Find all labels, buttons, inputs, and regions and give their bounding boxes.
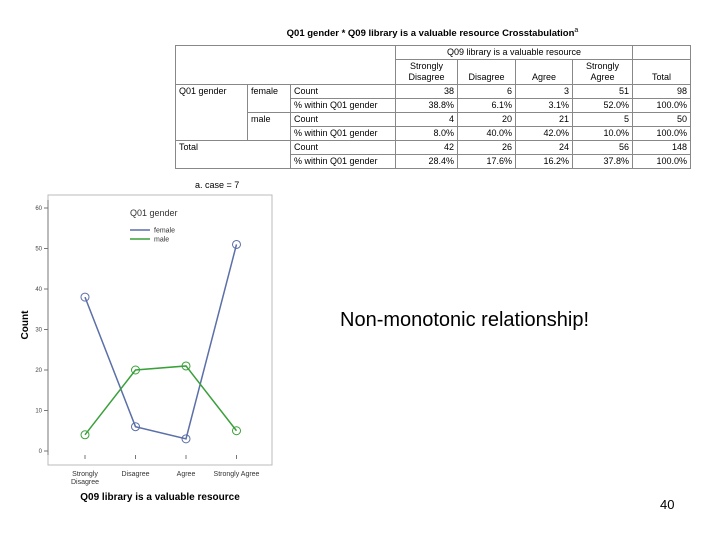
x-tick-label: Agree bbox=[176, 471, 196, 478]
y-axis-label: Count bbox=[20, 310, 31, 340]
crosstab: Q09 library is a valuable resource Strong… bbox=[174, 45, 692, 169]
column-header: Strongly Disagree bbox=[395, 59, 459, 85]
point bbox=[80, 292, 90, 302]
table-row: % within Q01 gender 8.0% 40.0% 42.0% 10.0% 10… bbox=[176, 126, 692, 141]
point bbox=[232, 239, 241, 249]
table-row: % within Q01 gender 28.4% 17.6% 16.2% 37.8% 1… bbox=[176, 154, 692, 169]
y-tick-label: 50 bbox=[35, 247, 42, 253]
point bbox=[181, 434, 191, 444]
x-axis-label: Q09 library is a valuable resource bbox=[80, 492, 240, 503]
point bbox=[131, 365, 140, 375]
point bbox=[80, 430, 90, 440]
row-header: Q01 gender bbox=[175, 84, 248, 141]
title-text: Q01 gender * Q09 library is a valuable r… bbox=[286, 28, 575, 40]
series-line bbox=[84, 365, 238, 436]
table-row: Total Count 42 26 24 56 148 bbox=[175, 140, 692, 169]
y-tick-label: 30 bbox=[35, 328, 42, 334]
point bbox=[232, 426, 241, 436]
row-label: Total bbox=[175, 140, 291, 169]
legend-label: female bbox=[154, 228, 175, 235]
table-row: Q09 library is a valuable resource bbox=[174, 45, 692, 85]
table-row: Strongly Disagree Disagree Agree Strongly A… bbox=[176, 59, 692, 85]
y-tick-label: 40 bbox=[35, 287, 42, 293]
table-row: % within Q01 gender 38.8% 6.1% 3.1% 52.0% 100… bbox=[176, 98, 692, 113]
corner-cell bbox=[174, 45, 397, 85]
legend-title: Q01 gender bbox=[130, 208, 178, 218]
point bbox=[181, 361, 191, 371]
measure: % within Q01 gender bbox=[289, 154, 397, 169]
legend-label: male bbox=[154, 237, 169, 244]
y-tick-label: 0 bbox=[39, 449, 43, 455]
y-tick-label: 10 bbox=[35, 409, 42, 415]
value-cell: 28.4% bbox=[395, 154, 459, 169]
footnote: a. case = 7 bbox=[195, 180, 240, 190]
column-header: Disagree bbox=[457, 59, 517, 85]
value-cell: 100.0% bbox=[632, 154, 692, 169]
table-row: male Count 4 20 21 5 50 bbox=[176, 112, 692, 141]
point bbox=[131, 422, 140, 432]
y-tick-label: 60 bbox=[35, 206, 42, 212]
note: Non-monotonic relationship! bbox=[340, 309, 590, 331]
x-tick-label: Disagree bbox=[121, 471, 150, 478]
table-title: Q01 gender * Q09 library is a valuable r… bbox=[175, 27, 690, 39]
series-line bbox=[84, 244, 238, 440]
chart-frame bbox=[47, 194, 273, 466]
x-tick-label: Strongly Disagree bbox=[70, 471, 99, 486]
y-tick-label: 20 bbox=[35, 368, 42, 374]
row-label: male bbox=[247, 112, 291, 141]
value-cell: 17.6% bbox=[457, 154, 517, 169]
x-tick-label: Strongly Agree bbox=[213, 471, 260, 478]
page-number: 40 bbox=[660, 497, 675, 512]
title-note: a bbox=[574, 27, 579, 34]
table-row: Q01 gender female Count 38 6 3 51 98 bbox=[175, 84, 692, 141]
value-cell: 37.8% bbox=[572, 154, 634, 169]
column-header: Total bbox=[632, 59, 692, 85]
